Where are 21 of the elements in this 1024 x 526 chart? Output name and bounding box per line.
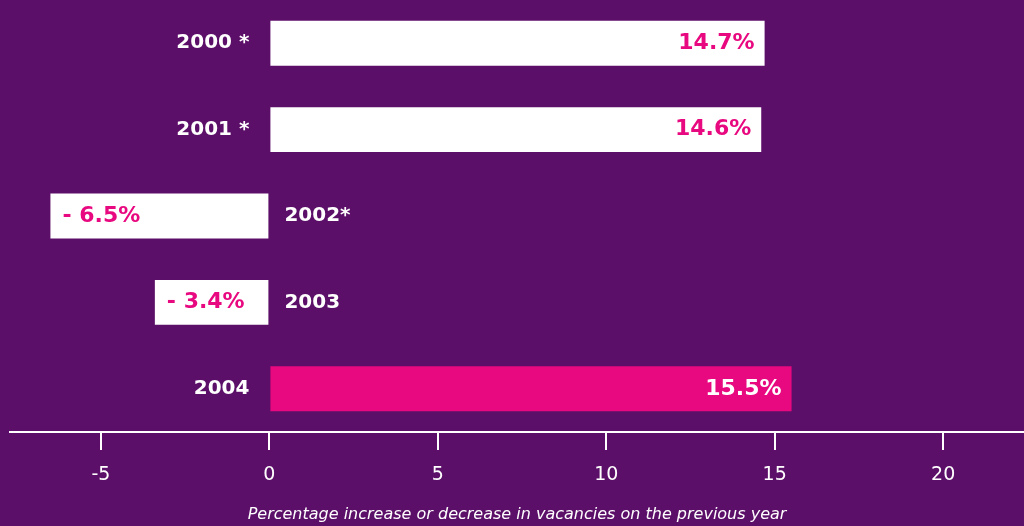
- bar: [270, 20, 765, 66]
- y-tick-label: 2001 *: [176, 115, 250, 140]
- y-tick-label: 2000 *: [176, 29, 250, 54]
- x-tick-label: 10: [594, 462, 619, 485]
- y-tick-label: 2003: [284, 288, 341, 313]
- x-tick-label: -5: [91, 462, 111, 485]
- data-label: - 6.5%: [62, 201, 141, 227]
- y-tick-label: 2002*: [284, 202, 352, 227]
- x-tick-label: 20: [931, 462, 956, 485]
- bar: [270, 366, 792, 412]
- data-label: 15.5%: [705, 374, 782, 400]
- data-label: - 3.4%: [166, 288, 245, 314]
- bar: [50, 193, 269, 239]
- data-label: 14.7%: [678, 28, 755, 54]
- x-axis-title: Percentage increase or decrease in vacancies on the previous year: [247, 503, 788, 523]
- bar: [270, 107, 762, 153]
- data-label: 14.6%: [674, 115, 752, 141]
- x-tick-label: 15: [762, 462, 787, 485]
- x-tick-label: 5: [431, 462, 444, 485]
- x-tick-label: 0: [263, 462, 276, 485]
- y-tick-label: 2004: [193, 375, 250, 399]
